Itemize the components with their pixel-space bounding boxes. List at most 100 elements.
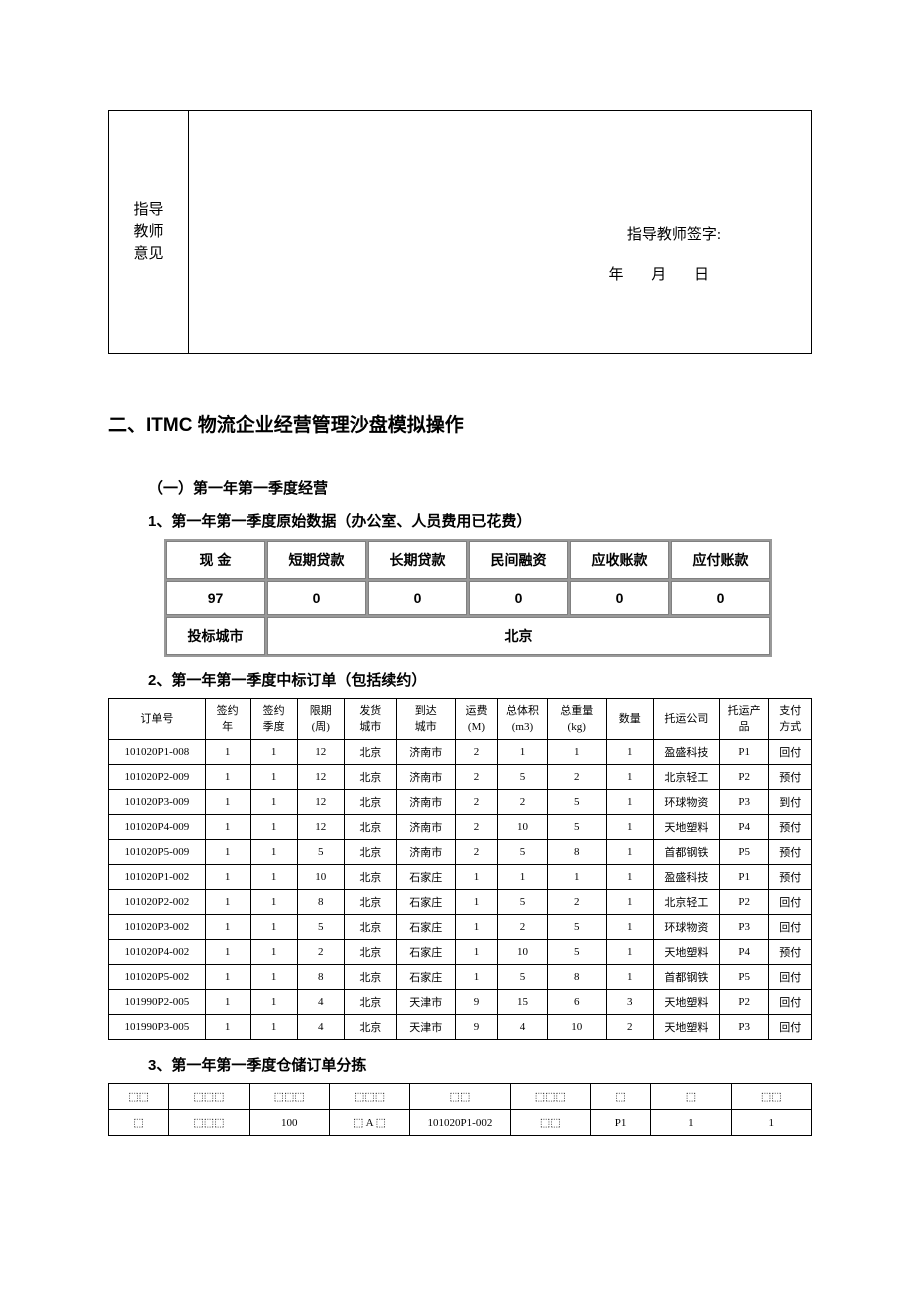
table-cell: 1 [606, 765, 653, 790]
table-cell: 1 [205, 965, 250, 990]
storage-cell: ⬚⬚⬚ [249, 1084, 329, 1110]
table-cell: 回付 [769, 740, 812, 765]
table-cell: P5 [719, 840, 769, 865]
storage-cell: ⬚⬚⬚ [510, 1084, 590, 1110]
table-cell: 北京 [344, 965, 396, 990]
finance-value: 0 [671, 581, 770, 615]
table-cell: 预付 [769, 940, 812, 965]
table-row: 101990P2-005114北京天津市91563天地塑料P2回付 [109, 990, 812, 1015]
instructor-content: 指导教师签字: 年 月 日 [189, 111, 811, 353]
table-cell: 1 [455, 940, 497, 965]
table-cell: 1 [547, 740, 606, 765]
table-cell: 4 [297, 1015, 344, 1040]
storage-cell: ⬚⬚⬚ [169, 1110, 249, 1136]
table-cell: 1 [205, 940, 250, 965]
table-cell: 1 [250, 865, 297, 890]
table-cell: 101020P2-002 [109, 890, 206, 915]
table-cell: 1 [205, 990, 250, 1015]
order-th: 限期(周) [297, 699, 344, 740]
table-cell: 天津市 [396, 1015, 455, 1040]
table-cell: 济南市 [396, 740, 455, 765]
table-row: 101020P3-0091112北京济南市2251环球物资P3到付 [109, 790, 812, 815]
table-cell: 北京 [344, 790, 396, 815]
table-cell: 101020P1-002 [109, 865, 206, 890]
table-cell: 1 [606, 890, 653, 915]
table-cell: 北京 [344, 740, 396, 765]
table-cell: 1 [455, 965, 497, 990]
table-cell: 2 [547, 765, 606, 790]
table-cell: 回付 [769, 1015, 812, 1040]
table-cell: 石家庄 [396, 965, 455, 990]
table-cell: 15 [498, 990, 548, 1015]
storage-cell: ⬚⬚ [109, 1084, 169, 1110]
table-cell: 1 [250, 790, 297, 815]
order-th: 运费(M) [455, 699, 497, 740]
finance-header: 民间融资 [469, 541, 568, 579]
table-cell: 石家庄 [396, 890, 455, 915]
table-cell: 1 [606, 815, 653, 840]
table-row: 101020P2-002118北京石家庄1521北京轻工P2回付 [109, 890, 812, 915]
finance-value: 0 [368, 581, 467, 615]
table-cell: 北京 [344, 865, 396, 890]
table-row: 101020P4-002112北京石家庄11051天地塑料P4预付 [109, 940, 812, 965]
table-cell: 2 [606, 1015, 653, 1040]
storage-cell: ⬚⬚⬚ [329, 1084, 409, 1110]
table-cell: 2 [498, 915, 548, 940]
table-cell: 1 [250, 815, 297, 840]
table-cell: 北京 [344, 765, 396, 790]
storage-cell: ⬚⬚⬚ [169, 1084, 249, 1110]
table-cell: P5 [719, 965, 769, 990]
storage-cell: P1 [590, 1110, 650, 1136]
storage-cell: 100 [249, 1110, 329, 1136]
storage-cell: 1 [731, 1110, 811, 1136]
table-cell: 12 [297, 815, 344, 840]
table-cell: 101990P2-005 [109, 990, 206, 1015]
table-cell: 101020P1-008 [109, 740, 206, 765]
table-cell: 101020P4-002 [109, 940, 206, 965]
table-cell: 预付 [769, 765, 812, 790]
table-cell: 环球物资 [653, 915, 719, 940]
order-th: 订单号 [109, 699, 206, 740]
table-cell: 1 [205, 790, 250, 815]
table-cell: P1 [719, 740, 769, 765]
table-cell: 天地塑料 [653, 990, 719, 1015]
storage-row: ⬚⬚ ⬚⬚⬚ ⬚⬚⬚ ⬚⬚⬚ ⬚⬚ ⬚⬚⬚ ⬚ ⬚ ⬚⬚ [109, 1084, 812, 1110]
table-cell: 5 [547, 790, 606, 815]
table-cell: 北京 [344, 990, 396, 1015]
table-cell: 预付 [769, 865, 812, 890]
table-cell: 8 [297, 965, 344, 990]
order-th: 发货城市 [344, 699, 396, 740]
table-cell: 1 [606, 965, 653, 990]
finance-header: 长期贷款 [368, 541, 467, 579]
table-cell: 1 [606, 840, 653, 865]
table-cell: 10 [498, 815, 548, 840]
table-cell: 9 [455, 1015, 497, 1040]
section-title: 二、ITMC 物流企业经营管理沙盘模拟操作 [108, 410, 812, 437]
table-cell: 5 [547, 815, 606, 840]
order-th: 托运公司 [653, 699, 719, 740]
table-cell: 回付 [769, 990, 812, 1015]
table-cell: 1 [205, 1015, 250, 1040]
table-row: 101020P1-0021110北京石家庄1111盈盛科技P1预付 [109, 865, 812, 890]
table-cell: 2 [455, 740, 497, 765]
table-cell: 8 [297, 890, 344, 915]
table-row: 101020P5-009115北京济南市2581首都钢铁P5预付 [109, 840, 812, 865]
table-cell: 北京 [344, 890, 396, 915]
city-label: 投标城市 [166, 617, 265, 655]
storage-cell: ⬚⬚ [410, 1084, 510, 1110]
table-row: 101020P1-0081112北京济南市2111盈盛科技P1回付 [109, 740, 812, 765]
table-cell: 济南市 [396, 815, 455, 840]
table-cell: 天地塑料 [653, 815, 719, 840]
table-cell: 101020P5-009 [109, 840, 206, 865]
instructor-opinion-box: 指导教师意见 指导教师签字: 年 月 日 [108, 110, 812, 354]
table-cell: 4 [297, 990, 344, 1015]
table-cell: 首都钢铁 [653, 965, 719, 990]
table-cell: P4 [719, 940, 769, 965]
table-cell: 2 [297, 940, 344, 965]
city-value: 北京 [267, 617, 770, 655]
finance-city-row: 投标城市 北京 [166, 617, 770, 655]
table-cell: 101990P3-005 [109, 1015, 206, 1040]
table-cell: 1 [250, 890, 297, 915]
table-cell: 5 [547, 915, 606, 940]
table-cell: 北京轻工 [653, 765, 719, 790]
